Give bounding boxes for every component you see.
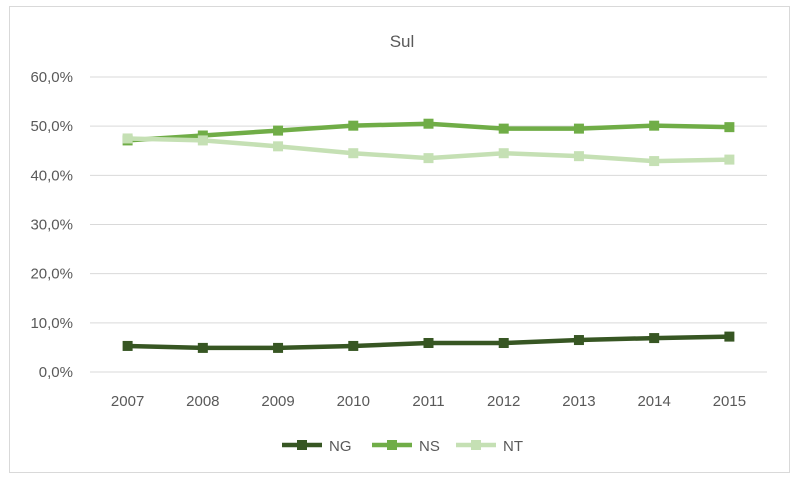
data-point-ng (273, 342, 284, 353)
legend-item-nt: NT (456, 438, 523, 455)
data-point-ng (573, 335, 584, 346)
chart-frame (9, 6, 790, 473)
data-point-nt (573, 151, 584, 162)
y-tick-label: 40,0% (30, 167, 73, 184)
legend-marker (297, 440, 307, 450)
series-group (122, 118, 735, 353)
data-point-nt (498, 148, 509, 159)
y-tick-label: 60,0% (30, 69, 73, 86)
legend-label: NG (329, 438, 352, 455)
data-point-nt (423, 153, 434, 164)
legend-item-ng: NG (282, 438, 352, 455)
data-point-ns (724, 122, 735, 133)
data-point-ns (573, 123, 584, 134)
legend-label: NS (419, 438, 440, 455)
data-point-ng (498, 337, 509, 348)
x-tick-label: 2008 (186, 393, 219, 410)
x-tick-label: 2012 (487, 393, 520, 410)
data-point-ng (724, 331, 735, 342)
x-tick-label: 2015 (713, 393, 746, 410)
y-tick-label: 20,0% (30, 266, 73, 283)
legend-marker (471, 440, 481, 450)
legend-item-ns: NS (372, 438, 440, 455)
data-point-nt (724, 154, 735, 165)
data-point-nt (122, 133, 133, 144)
data-point-ns (348, 120, 359, 131)
data-point-ns (649, 120, 660, 131)
x-tick-label: 2010 (337, 393, 370, 410)
data-point-ng (348, 340, 359, 351)
legend-label: NT (503, 438, 523, 455)
x-tick-label: 2009 (261, 393, 294, 410)
x-tick-label: 2011 (412, 393, 444, 410)
series-nt (122, 133, 735, 167)
data-point-ng (649, 333, 660, 344)
chart-title: Sul (390, 32, 415, 51)
x-tick-label: 2013 (562, 393, 595, 410)
data-point-nt (197, 135, 208, 146)
data-point-ng (122, 340, 133, 351)
y-axis-tick-labels: 0,0% 10,0% 20,0% 30,0% 40,0% 50,0% 60,0% (30, 69, 73, 381)
x-axis-tick-labels: 2007 2008 2009 2010 2011 2012 2013 2014 2015 (111, 393, 746, 410)
data-point-ns (423, 118, 434, 129)
x-tick-label: 2007 (111, 393, 144, 410)
series-ng (122, 331, 735, 353)
data-point-ng (197, 342, 208, 353)
data-point-nt (273, 141, 284, 152)
data-point-ns (273, 125, 284, 136)
data-point-ns (498, 123, 509, 134)
data-point-ng (423, 337, 434, 348)
x-tick-label: 2014 (637, 393, 670, 410)
y-tick-label: 0,0% (39, 364, 73, 381)
legend: NG NS NT (282, 438, 523, 455)
data-point-nt (649, 156, 660, 167)
legend-marker (387, 440, 397, 450)
y-tick-label: 50,0% (30, 118, 73, 135)
y-tick-label: 10,0% (30, 315, 73, 332)
data-point-nt (348, 148, 359, 159)
y-tick-label: 30,0% (30, 217, 73, 234)
